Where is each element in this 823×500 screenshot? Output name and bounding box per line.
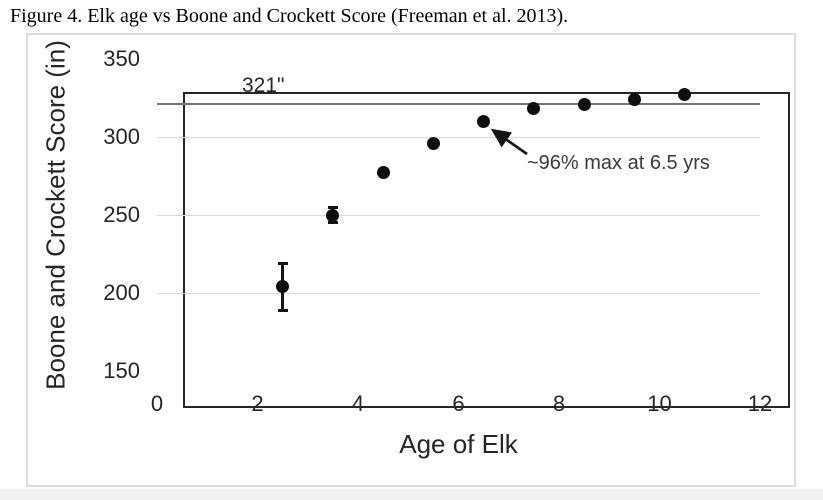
data-point [276, 280, 290, 294]
chart-container [26, 33, 796, 487]
reference-line-label: 321" [242, 74, 285, 97]
data-point [678, 88, 692, 102]
plot-area [157, 59, 760, 371]
data-point [426, 136, 440, 150]
plot-frame [183, 92, 790, 408]
data-point [477, 114, 491, 128]
error-bar-cap [327, 205, 338, 209]
data-point [577, 97, 591, 111]
gridline [157, 292, 760, 294]
y-tick-label: 300 [103, 124, 140, 149]
data-point [376, 166, 390, 180]
data-point [627, 93, 641, 107]
y-tick-label: 200 [103, 280, 140, 305]
reference-line [157, 103, 760, 106]
figure-caption: Figure 4. Elk age vs Boone and Crockett … [10, 5, 569, 27]
x-axis-title: Age of Elk [399, 429, 518, 459]
error-bar-cap [277, 308, 288, 312]
page-bottom-strip [0, 489, 823, 500]
annotation-text: ~96% max at 6.5 yrs [527, 152, 710, 174]
x-tick-label: 6 [452, 391, 465, 416]
annotation-arrow-icon [490, 128, 528, 156]
x-tick-label: 2 [251, 391, 264, 416]
data-point [326, 208, 340, 222]
y-tick-label: 250 [103, 202, 140, 227]
y-tick-label: 350 [103, 46, 140, 71]
error-bar-cap [327, 221, 338, 225]
x-tick-label: 8 [552, 391, 566, 416]
y-axis-title: Boone and Crockett Score (in) [40, 40, 71, 390]
x-tick-label: 12 [747, 391, 773, 416]
error-bar-cap [277, 261, 288, 265]
x-tick-label: 0 [150, 391, 164, 416]
gridline [157, 136, 760, 138]
y-tick-label: 150 [103, 358, 140, 383]
data-point [527, 102, 541, 116]
gridline [157, 214, 760, 216]
x-tick-label: 10 [647, 391, 672, 416]
x-tick-label: 4 [351, 391, 365, 416]
